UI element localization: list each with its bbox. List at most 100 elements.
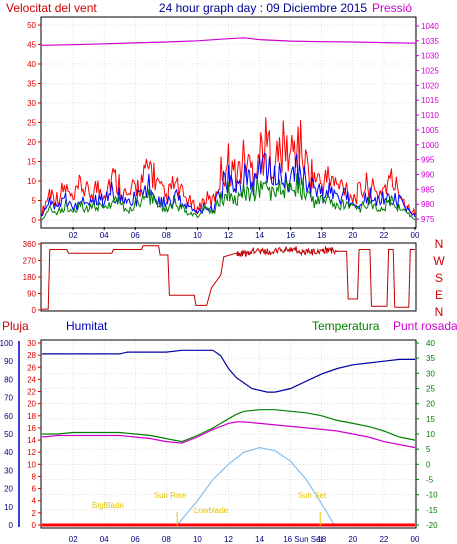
direction-tick-label: 360 bbox=[23, 240, 37, 249]
x-tick-label: 08 bbox=[162, 231, 171, 240]
x-tick-label: 16 bbox=[286, 231, 295, 240]
series-direction bbox=[42, 245, 415, 310]
direction-tick-label: 270 bbox=[23, 257, 37, 266]
rain-tick-label: 20 bbox=[27, 400, 36, 409]
temperature-tick-label: 25 bbox=[426, 385, 435, 394]
temperature-tick-label: 10 bbox=[426, 430, 435, 439]
bottom-x-tick-label: 18 bbox=[317, 535, 326, 544]
series-wind-average bbox=[41, 152, 416, 218]
label-humidity: Humitat bbox=[66, 319, 108, 333]
y-left-tick-label: 0 bbox=[32, 216, 37, 225]
rain-tick-label: 0 bbox=[32, 521, 37, 530]
series-wind-average-low bbox=[41, 173, 416, 221]
temperature-tick-label: 30 bbox=[426, 369, 435, 378]
series-pressure bbox=[41, 37, 416, 46]
rain-tick-label: 30 bbox=[27, 339, 36, 348]
rain-tick-label: 14 bbox=[27, 436, 36, 445]
y-right-tick-label: 1005 bbox=[421, 126, 439, 135]
y-left-tick-label: 40 bbox=[27, 60, 36, 69]
label-pressure: Pressió bbox=[372, 1, 412, 15]
y-right-tick-label: 980 bbox=[421, 200, 435, 209]
bottom-x-tick-label: 20 bbox=[348, 535, 357, 544]
x-tick-label: 20 bbox=[348, 231, 357, 240]
y-right-tick-label: 990 bbox=[421, 170, 435, 179]
direction-letter-s: S bbox=[435, 271, 443, 285]
rain-tick-label: 4 bbox=[32, 497, 37, 506]
x-tick-label: 02 bbox=[69, 231, 78, 240]
humidity-temperature-chart: 0102030405060708090100024681012141618202… bbox=[0, 339, 438, 544]
direction-letter-n2: N bbox=[435, 305, 444, 319]
temperature-tick-label: -20 bbox=[426, 521, 438, 530]
y-left-tick-label: 20 bbox=[27, 138, 36, 147]
x-tick-label: 04 bbox=[100, 231, 109, 240]
humidity-tick-label: 50 bbox=[4, 430, 13, 439]
y-left-tick-label: 50 bbox=[27, 21, 36, 30]
rain-tick-label: 2 bbox=[32, 509, 37, 518]
rain-tick-label: 10 bbox=[27, 460, 36, 469]
bottom-x-tick-label: 06 bbox=[131, 535, 140, 544]
temperature-tick-label: 35 bbox=[426, 354, 435, 363]
rain-tick-label: 6 bbox=[32, 485, 37, 494]
rain-tick-label: 24 bbox=[27, 375, 36, 384]
y-left-tick-label: 35 bbox=[27, 80, 36, 89]
x-tick-label: 10 bbox=[193, 231, 202, 240]
y-left-tick-label: 25 bbox=[27, 119, 36, 128]
y-left-tick-label: 45 bbox=[27, 41, 36, 50]
bottom-x-tick-label: 08 bbox=[162, 535, 171, 544]
bottom-x-tick-label: 22 bbox=[379, 535, 388, 544]
humidity-tick-label: 0 bbox=[9, 521, 14, 530]
direction-letter-w: W bbox=[433, 254, 445, 268]
rain-tick-label: 22 bbox=[27, 388, 36, 397]
label-wind-speed: Velocitat del vent bbox=[6, 1, 97, 15]
bottom-x-tick-label: 10 bbox=[193, 535, 202, 544]
rain-tick-label: 26 bbox=[27, 363, 36, 372]
rain-tick-label: 8 bbox=[32, 472, 37, 481]
temperature-tick-label: -5 bbox=[426, 476, 434, 485]
direction-letter-n: N bbox=[435, 237, 444, 251]
annotation-16-sunset: 16 Sun Set bbox=[283, 535, 323, 544]
humidity-tick-label: 80 bbox=[4, 375, 13, 384]
y-right-tick-label: 1015 bbox=[421, 96, 439, 105]
rain-tick-label: 28 bbox=[27, 351, 36, 360]
y-right-tick-label: 985 bbox=[421, 185, 435, 194]
bottom-x-tick-label: 04 bbox=[100, 535, 109, 544]
bottom-x-tick-label: 02 bbox=[69, 535, 78, 544]
annotation-sunset: Sun Set bbox=[298, 491, 327, 500]
y-left-tick-label: 30 bbox=[27, 99, 36, 108]
wind-direction-chart: 0 90 180 270 360 bbox=[23, 240, 415, 315]
direction-tick-label: 90 bbox=[27, 290, 36, 299]
bottom-x-tick-label: 12 bbox=[224, 535, 233, 544]
humidity-tick-label: 60 bbox=[4, 412, 13, 421]
wind-pressure-chart: 0510152025303540455097598098599099510001… bbox=[27, 18, 439, 240]
annotation-sunrise: Sun Rise bbox=[154, 491, 187, 500]
y-right-tick-label: 975 bbox=[421, 215, 435, 224]
temperature-tick-label: 15 bbox=[426, 415, 435, 424]
bottom-x-tick-label: 14 bbox=[255, 535, 264, 544]
rain-tick-label: 12 bbox=[27, 448, 36, 457]
rain-tick-label: 18 bbox=[27, 412, 36, 421]
annotation-lowblade: Lowblade bbox=[194, 506, 229, 515]
y-right-tick-label: 1020 bbox=[421, 81, 439, 90]
direction-tick-label: 180 bbox=[23, 273, 37, 282]
humidity-tick-label: 10 bbox=[4, 503, 13, 512]
label-dew-point: Punt rosada bbox=[393, 319, 457, 333]
rain-tick-label: 16 bbox=[27, 424, 36, 433]
x-tick-label: 06 bbox=[131, 231, 140, 240]
y-right-tick-label: 1035 bbox=[421, 37, 439, 46]
series-dew-point bbox=[41, 421, 416, 449]
y-right-tick-label: 1025 bbox=[421, 67, 439, 76]
temperature-tick-label: -15 bbox=[426, 506, 438, 515]
y-right-tick-label: 1030 bbox=[421, 52, 439, 61]
series-temperature bbox=[42, 409, 416, 443]
humidity-tick-label: 70 bbox=[4, 394, 13, 403]
graph-title: 24 hour graph day : 09 Diciembre 2015 bbox=[159, 1, 367, 15]
y-left-tick-label: 15 bbox=[27, 158, 36, 167]
direction-tick-label: 0 bbox=[32, 306, 37, 315]
x-tick-label: 12 bbox=[224, 231, 233, 240]
humidity-tick-label: 40 bbox=[4, 448, 13, 457]
y-right-tick-label: 1010 bbox=[421, 111, 439, 120]
bottom-x-tick-label: 00 bbox=[411, 535, 420, 544]
y-right-tick-label: 995 bbox=[421, 156, 435, 165]
